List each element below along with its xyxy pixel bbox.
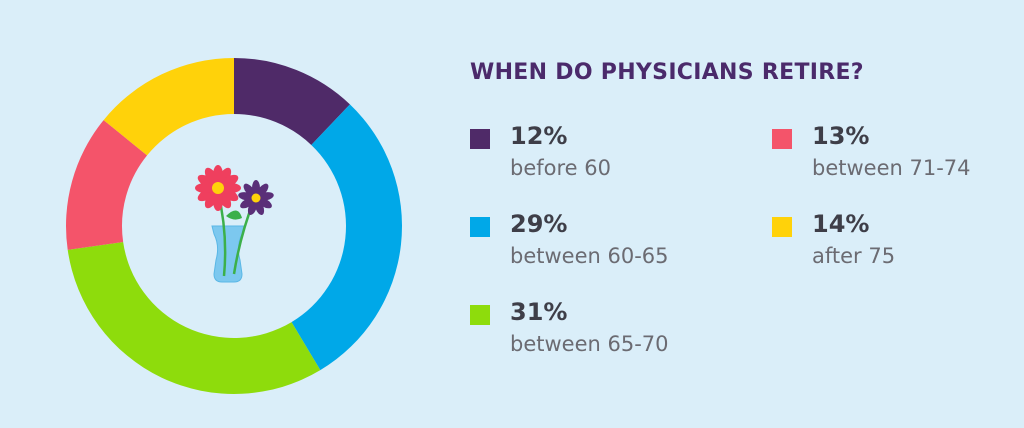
legend-percent: 31% xyxy=(510,298,568,326)
legend-swatch xyxy=(470,217,490,237)
legend-percent: 29% xyxy=(510,210,568,238)
legend-percent: 14% xyxy=(812,210,870,238)
donut-chart xyxy=(65,58,402,394)
legend-label: before 60 xyxy=(510,156,611,180)
donut-slice-between-71-74 xyxy=(65,120,148,250)
donut-slice-between-65-70 xyxy=(67,241,321,394)
legend-swatch xyxy=(772,217,792,237)
legend-swatch xyxy=(772,129,792,149)
flower-vase-icon xyxy=(195,165,274,283)
legend-label: after 75 xyxy=(812,244,896,268)
legend-label: between 71-74 xyxy=(812,156,971,180)
donut-slice-before-60 xyxy=(234,58,350,145)
chart-title: WHEN DO PHYSICIANS RETIRE? xyxy=(470,60,864,85)
donut-chart-area xyxy=(60,52,408,400)
legend-label: between 60-65 xyxy=(510,244,669,268)
legend-percent: 13% xyxy=(812,122,870,150)
legend-swatch xyxy=(470,305,490,325)
donut-slice-after-75 xyxy=(103,58,234,156)
legend-percent: 12% xyxy=(510,122,568,150)
donut-slice-between-60-65 xyxy=(291,104,402,371)
legend-label: between 65-70 xyxy=(510,332,669,356)
legend-swatch xyxy=(470,129,490,149)
